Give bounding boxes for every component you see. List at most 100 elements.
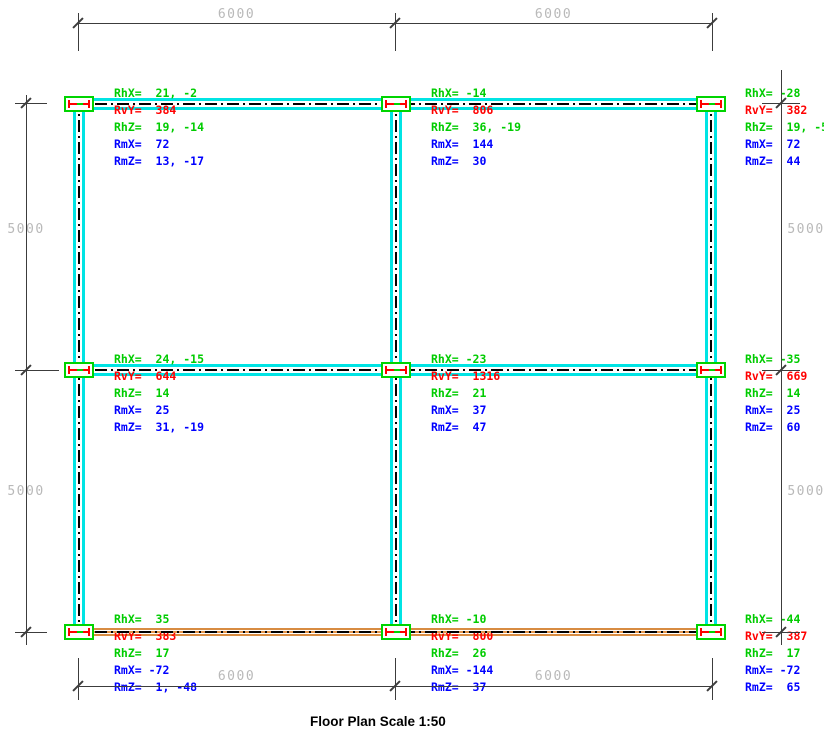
moment-rmx: RmX= -72 <box>745 663 801 677</box>
reaction-rhz: RhZ= 19, -5 <box>745 120 824 134</box>
marker-flange-icon <box>385 100 387 108</box>
dim-label-right-bay1: 5000 <box>787 222 824 237</box>
moment-rmz: RmZ= 13, -17 <box>114 154 205 168</box>
marker-flange-icon <box>700 628 702 636</box>
moment-rmz: RmZ= 47 <box>431 420 487 434</box>
moment-rmz: RmZ= 44 <box>745 154 801 168</box>
marker-center-icon <box>394 631 400 633</box>
column-marker-center <box>381 362 411 378</box>
extension-line-bottom-left <box>78 658 79 700</box>
marker-flange-icon <box>700 366 702 374</box>
reaction-rhz: RhZ= 26 <box>431 646 487 660</box>
extension-line-top-left <box>78 13 79 51</box>
column-marker-bottom-right <box>696 624 726 640</box>
reaction-rhz: RhZ= 19, -14 <box>114 120 205 134</box>
dim-label-left-bay1: 5000 <box>4 222 48 237</box>
reaction-rhx: RhX= 21, -2 <box>114 86 198 100</box>
moment-rmz: RmZ= 31, -19 <box>114 420 205 434</box>
marker-center-icon <box>77 103 83 105</box>
extension-line-top-middle <box>395 13 396 51</box>
column-annotation-middle-right: RhX= -35 RvY= 669 RhZ= 14 RmX= 25 RmZ= 6… <box>745 351 807 436</box>
extension-line-bottom-right <box>712 658 713 700</box>
dim-label-bottom-bay2: 6000 <box>534 669 573 684</box>
reaction-rvy: RvY= 1316 <box>431 369 501 383</box>
marker-flange-icon <box>68 366 70 374</box>
column-annotation-bottom-left: RhX= 35 RvY= 383 RhZ= 17 RmX= -72 RmZ= 1… <box>114 611 197 696</box>
reaction-rhz: RhZ= 21 <box>431 386 487 400</box>
moment-rmx: RmX= 25 <box>114 403 170 417</box>
marker-flange-icon <box>68 100 70 108</box>
marker-center-icon <box>77 631 83 633</box>
reaction-rvy: RvY= 384 <box>114 103 177 117</box>
marker-flange-icon <box>405 100 407 108</box>
column-annotation-bottom-middle: RhX= -10 RvY= 800 RhZ= 26 RmX= -144 RmZ=… <box>431 611 493 696</box>
marker-flange-icon <box>385 628 387 636</box>
dim-label-left-bay2: 5000 <box>4 484 48 499</box>
extension-tick-left-row3 <box>15 632 47 633</box>
marker-center-icon <box>709 103 715 105</box>
moment-rmx: RmX= 37 <box>431 403 487 417</box>
column-marker-top-left <box>64 96 94 112</box>
reaction-rvy: RvY= 669 <box>745 369 808 383</box>
marker-flange-icon <box>385 366 387 374</box>
marker-flange-icon <box>68 628 70 636</box>
marker-flange-icon <box>88 366 90 374</box>
marker-center-icon <box>394 369 400 371</box>
marker-center-icon <box>709 369 715 371</box>
reaction-rhz: RhZ= 36, -19 <box>431 120 522 134</box>
reaction-rhx: RhX= 24, -15 <box>114 352 205 366</box>
moment-rmz: RmZ= 60 <box>745 420 801 434</box>
moment-rmz: RmZ= 65 <box>745 680 801 694</box>
extension-line-top-right <box>712 13 713 51</box>
drawing-title: Floor Plan Scale 1:50 <box>310 714 446 729</box>
column-annotation-top-middle: RhX= -14 RvY= 806 RhZ= 36, -19 RmX= 144 … <box>431 85 521 170</box>
moment-rmx: RmX= -144 <box>431 663 494 677</box>
reaction-rhx: RhX= -35 <box>745 352 801 366</box>
extension-tick-left-row2 <box>15 370 59 371</box>
dim-label-bottom-bay1: 6000 <box>217 669 256 684</box>
moment-rmx: RmX= 72 <box>114 137 170 151</box>
dim-label-right-bay2: 5000 <box>787 484 824 499</box>
column-annotation-center: RhX= -23 RvY= 1316 RhZ= 21 RmX= 37 RmZ= … <box>431 351 500 436</box>
marker-center-icon <box>394 103 400 105</box>
reaction-rvy: RvY= 806 <box>431 103 494 117</box>
marker-flange-icon <box>88 100 90 108</box>
reaction-rhz: RhZ= 17 <box>114 646 170 660</box>
moment-rmx: RmX= 25 <box>745 403 801 417</box>
column-marker-middle-left <box>64 362 94 378</box>
column-marker-bottom-left <box>64 624 94 640</box>
marker-flange-icon <box>720 628 722 636</box>
column-annotation-middle-left: RhX= 24, -15 RvY= 644 RhZ= 14 RmX= 25 Rm… <box>114 351 204 436</box>
extension-tick-left-row1 <box>15 103 47 104</box>
reaction-rhz: RhZ= 14 <box>114 386 170 400</box>
column-marker-top-middle <box>381 96 411 112</box>
marker-flange-icon <box>405 628 407 636</box>
marker-flange-icon <box>405 366 407 374</box>
reaction-rvy: RvY= 644 <box>114 369 177 383</box>
column-marker-top-right <box>696 96 726 112</box>
moment-rmx: RmX= 144 <box>431 137 494 151</box>
marker-flange-icon <box>720 366 722 374</box>
marker-center-icon <box>77 369 83 371</box>
extension-line-bottom-middle <box>395 658 396 700</box>
moment-rmx: RmX= -72 <box>114 663 170 677</box>
reaction-rhx: RhX= -10 <box>431 612 487 626</box>
reaction-rhx: RhX= -23 <box>431 352 487 366</box>
dim-label-top-bay1: 6000 <box>217 7 256 22</box>
marker-center-icon <box>709 631 715 633</box>
column-marker-bottom-middle <box>381 624 411 640</box>
reaction-rhz: RhZ= 17 <box>745 646 801 660</box>
moment-rmz: RmZ= 30 <box>431 154 487 168</box>
reaction-rhx: RhX= 35 <box>114 612 170 626</box>
column-annotation-bottom-right: RhX= -44 RvY= 387 RhZ= 17 RmX= -72 RmZ= … <box>745 611 807 696</box>
marker-flange-icon <box>700 100 702 108</box>
moment-rmz: RmZ= 37 <box>431 680 487 694</box>
moment-rmz: RmZ= 1, -48 <box>114 680 198 694</box>
reaction-rhx: RhX= -28 <box>745 86 801 100</box>
column-annotation-top-left: RhX= 21, -2 RvY= 384 RhZ= 19, -14 RmX= 7… <box>114 85 204 170</box>
moment-rmx: RmX= 72 <box>745 137 801 151</box>
reaction-rhx: RhX= -14 <box>431 86 487 100</box>
column-annotation-top-right: RhX= -28 RvY= 382 RhZ= 19, -5 RmX= 72 Rm… <box>745 85 824 170</box>
marker-flange-icon <box>720 100 722 108</box>
